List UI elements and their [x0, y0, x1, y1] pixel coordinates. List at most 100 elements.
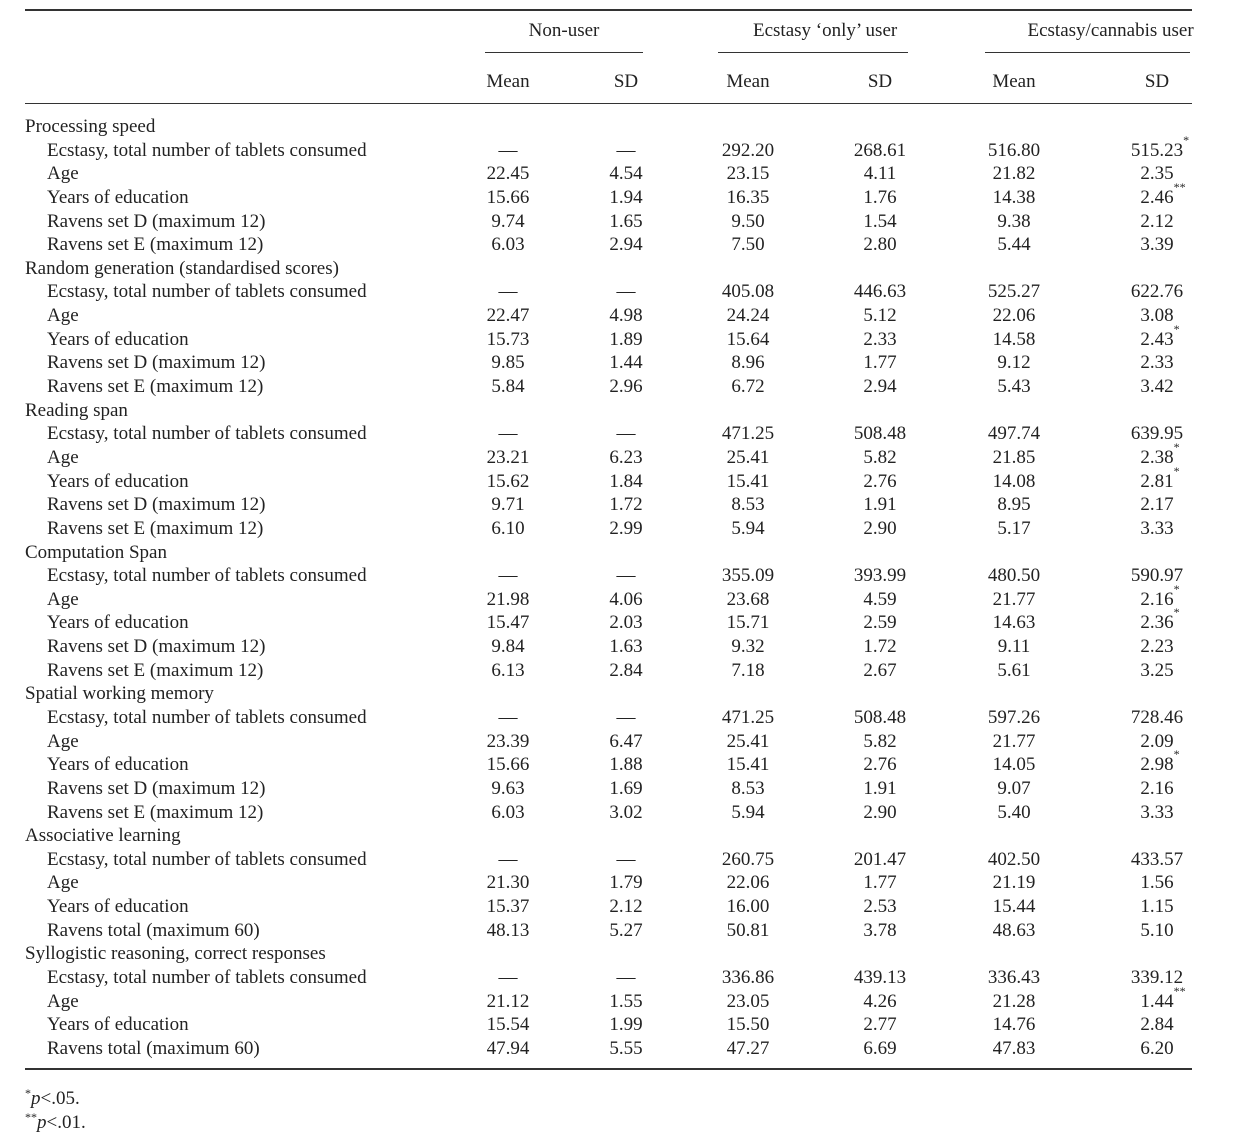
cell: 47.83	[954, 1038, 1074, 1060]
cell-value: 2.76	[863, 470, 897, 492]
significance-marker: **	[1173, 983, 1186, 998]
cell: 21.82	[954, 163, 1074, 185]
cell: 2.99	[566, 518, 686, 540]
cell-value: 3.33	[1140, 517, 1174, 539]
cell-value: 21.77	[992, 588, 1036, 610]
cell-value: 25.41	[726, 730, 770, 752]
cell: —	[566, 565, 686, 587]
cell: 2.84	[566, 660, 686, 682]
cell: 21.28	[954, 991, 1074, 1013]
cell: 23.39	[448, 731, 568, 753]
cell: 446.63	[820, 281, 940, 303]
cell-value: 21.30	[486, 872, 530, 894]
cell: 508.48	[820, 707, 940, 729]
cell: 15.44	[954, 896, 1074, 918]
cell-value: —	[498, 967, 518, 989]
cell-value: 1.56	[1140, 872, 1174, 894]
cell: 47.94	[448, 1038, 568, 1060]
cell: 2.03	[566, 612, 686, 634]
cell-value: —	[616, 281, 636, 303]
cell-value: 2.16	[1140, 777, 1174, 799]
cell: 15.64	[688, 329, 808, 351]
cell-value: 21.98	[486, 588, 530, 610]
cell-value: 9.11	[997, 636, 1031, 658]
cell-value: 336.86	[721, 967, 775, 989]
cell-value: 2.12	[1140, 210, 1174, 232]
cell: 1.94	[566, 187, 686, 209]
cell-value: 5.61	[997, 659, 1031, 681]
group-rule	[985, 52, 1190, 53]
cell: 2.12	[1097, 211, 1217, 233]
cell-value: 1.44	[609, 352, 643, 374]
cell-value: 2.33	[1140, 352, 1174, 374]
cell-value: 21.19	[992, 872, 1036, 894]
cell-value: 508.48	[853, 423, 907, 445]
cell: 9.84	[448, 636, 568, 658]
section-title: Spatial working memory	[25, 683, 214, 705]
cell: 1.72	[566, 494, 686, 516]
cell: 23.05	[688, 991, 808, 1013]
cell-value: 5.84	[491, 376, 525, 398]
cell: 1.65	[566, 211, 686, 233]
significance-marker: *	[1173, 321, 1180, 336]
cell: 2.94	[820, 376, 940, 398]
cell: 48.13	[448, 920, 568, 942]
cell-value: 47.83	[992, 1037, 1036, 1059]
cell-value: 7.50	[731, 234, 765, 256]
cell-value: —	[616, 848, 636, 870]
significance-marker: *	[1173, 463, 1180, 478]
row-label: Ecstasy, total number of tablets consume…	[47, 707, 367, 728]
cell-value: 47.94	[486, 1037, 530, 1059]
cell: 1.54	[820, 211, 940, 233]
cell: 9.50	[688, 211, 808, 233]
cell-value: 6.23	[609, 446, 643, 468]
cell-value: —	[616, 707, 636, 728]
cell-value: 1.88	[609, 754, 643, 776]
cell: 23.15	[688, 163, 808, 185]
cell-value: 402.50	[987, 848, 1041, 870]
significance-marker: *	[1173, 439, 1180, 454]
cell-value: 639.95	[1130, 423, 1184, 445]
row-label: Ravens set D (maximum 12)	[47, 777, 266, 799]
cell-value: 4.98	[609, 305, 643, 327]
cell-value: 5.27	[609, 919, 643, 941]
cell-value: —	[498, 848, 518, 870]
cell-value: 2.03	[609, 612, 643, 634]
cell: 201.47	[820, 849, 940, 871]
cell: 25.41	[688, 447, 808, 469]
cell: 21.19	[954, 872, 1074, 894]
cell: 2.35	[1097, 163, 1217, 185]
cell: 8.95	[954, 494, 1074, 516]
cell-value: 1.76	[863, 186, 897, 208]
cell: 5.94	[688, 518, 808, 540]
cell: 1.63	[566, 636, 686, 658]
cell-value: 22.06	[992, 305, 1036, 327]
cell: 4.06	[566, 589, 686, 611]
row-label: Ecstasy, total number of tablets consume…	[47, 139, 367, 161]
cell: 2.76	[820, 471, 940, 493]
significance-marker: *	[1173, 747, 1180, 762]
cell-value: 268.61	[853, 139, 907, 161]
cell-value: 22.47	[486, 305, 530, 327]
cell: 597.26	[954, 707, 1074, 729]
cell: 1.56	[1097, 872, 1217, 894]
cell-value: 9.12	[997, 352, 1031, 374]
cell: 15.50	[688, 1014, 808, 1036]
cell: —	[448, 423, 568, 445]
row-label: Age	[47, 990, 79, 1012]
cell-value: 2.36 *	[1140, 605, 1180, 634]
cell-value: 6.20	[1140, 1037, 1174, 1059]
cell-value: 14.58	[992, 328, 1036, 350]
cell-value: 15.66	[486, 754, 530, 776]
cell: 2.12	[566, 896, 686, 918]
cell-value: 5.82	[863, 730, 897, 752]
cell-value: 3.02	[609, 801, 643, 823]
cell-value: 2.90	[863, 801, 897, 823]
cell-value: —	[498, 423, 518, 445]
cell: 5.94	[688, 802, 808, 824]
cell: 21.77	[954, 589, 1074, 611]
cell: 22.06	[954, 305, 1074, 327]
cell: 622.76	[1097, 281, 1217, 303]
cell-value: 2.16 *	[1140, 581, 1180, 610]
cell: 9.07	[954, 778, 1074, 800]
